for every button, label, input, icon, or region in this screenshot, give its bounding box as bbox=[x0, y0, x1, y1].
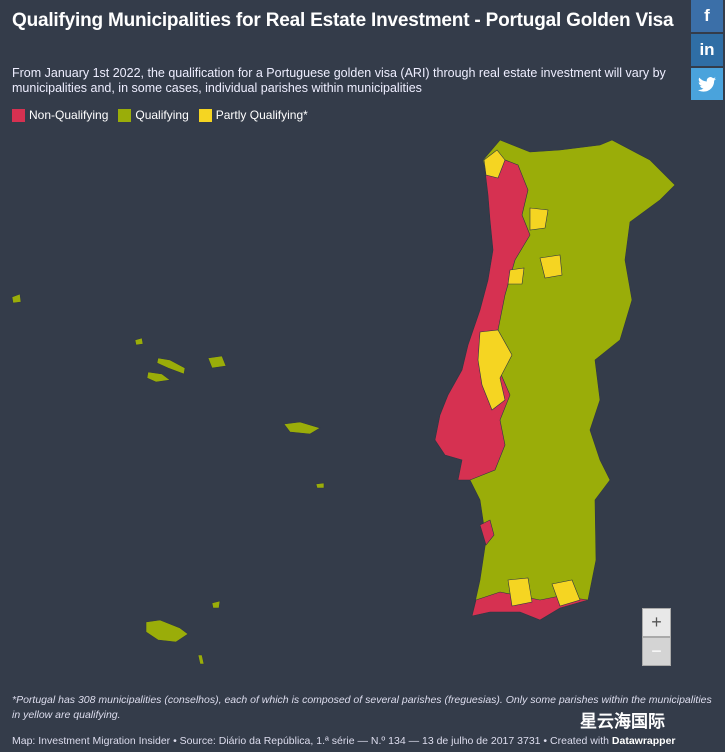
legend-label: Qualifying bbox=[135, 108, 189, 122]
island bbox=[11, 293, 22, 304]
island bbox=[211, 600, 221, 609]
subtitle: From January 1st 2022, the qualification… bbox=[12, 66, 666, 95]
legend-item: Qualifying bbox=[118, 108, 189, 122]
source: Map: Investment Migration Insider • Sour… bbox=[12, 735, 676, 747]
region-partly-qualifying bbox=[539, 254, 563, 279]
legend: Non-Qualifying Qualifying Partly Qualify… bbox=[12, 108, 308, 122]
linkedin-button[interactable]: in bbox=[691, 34, 723, 66]
region-non-qualifying bbox=[479, 519, 495, 546]
region-partly-qualifying bbox=[551, 579, 581, 607]
island bbox=[197, 654, 205, 665]
island bbox=[145, 619, 189, 643]
legend-label: Non-Qualifying bbox=[29, 108, 109, 122]
legend-swatch bbox=[198, 108, 212, 122]
footnote: *Portugal has 308 municipalities (consel… bbox=[12, 694, 712, 721]
legend-swatch bbox=[118, 108, 132, 122]
legend-label: Partly Qualifying* bbox=[215, 108, 308, 122]
region-partly-qualifying bbox=[529, 207, 549, 231]
region-partly-qualifying bbox=[477, 329, 513, 411]
twitter-button[interactable] bbox=[691, 68, 723, 100]
island bbox=[146, 371, 171, 383]
region-partly-qualifying bbox=[507, 577, 533, 607]
island bbox=[134, 337, 144, 346]
watermark: 星云海国际 bbox=[580, 712, 665, 731]
region-non-qualifying bbox=[434, 157, 531, 481]
legend-swatch bbox=[12, 108, 25, 122]
legend-item: Partly Qualifying* bbox=[198, 108, 308, 122]
legend-item: Non-Qualifying bbox=[12, 108, 108, 122]
island bbox=[156, 357, 186, 375]
title: Qualifying Municipalities for Real Estat… bbox=[12, 10, 674, 31]
region-partly-qualifying bbox=[483, 149, 506, 179]
island bbox=[207, 355, 227, 369]
zoom-in-button[interactable]: + bbox=[642, 608, 671, 637]
map bbox=[11, 139, 676, 665]
facebook-button[interactable]: f bbox=[691, 0, 723, 32]
island bbox=[283, 421, 321, 435]
island bbox=[315, 482, 325, 489]
credit: Datawrapper bbox=[611, 735, 676, 747]
source-text: Map: Investment Migration Insider • Sour… bbox=[12, 735, 609, 747]
twitter-icon bbox=[698, 76, 716, 92]
zoom-out-button[interactable]: − bbox=[642, 637, 671, 666]
region-partly-qualifying bbox=[507, 267, 525, 285]
